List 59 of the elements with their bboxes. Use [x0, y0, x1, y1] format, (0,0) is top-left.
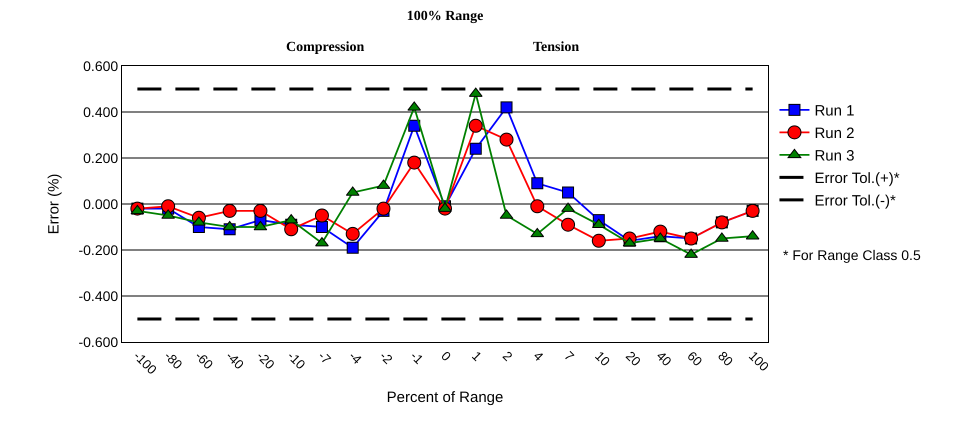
- point: [346, 242, 359, 254]
- x-tick-label: -7: [315, 348, 334, 367]
- point: [500, 101, 513, 114]
- x-axis-title: Percent of Range: [386, 389, 504, 406]
- x-tick-label: -2: [376, 348, 396, 367]
- point: [592, 234, 606, 248]
- legend-label: Run 1: [814, 102, 854, 120]
- x-tick-label: 20: [622, 348, 644, 370]
- y-tick-label: -0.400: [78, 288, 118, 304]
- point: [561, 218, 576, 232]
- point: [470, 142, 482, 155]
- x-tick-label: 80: [715, 348, 736, 370]
- point: [376, 202, 390, 216]
- x-tick-label: 2: [500, 348, 516, 364]
- point: [316, 221, 328, 233]
- point: [407, 156, 422, 170]
- x-tick-label: 100: [746, 348, 772, 374]
- x-tick-label: -100: [130, 348, 160, 378]
- point: [222, 204, 237, 218]
- point: [253, 204, 268, 218]
- legend-label: Run 3: [814, 148, 854, 165]
- y-tick-label: -0.600: [78, 334, 118, 350]
- x-tick-label: -60: [192, 348, 216, 372]
- point: [314, 208, 329, 222]
- legend-label: Run 2: [814, 125, 854, 142]
- point: [161, 199, 176, 214]
- x-tick-label: 60: [684, 348, 706, 370]
- y-tick-label: 0.200: [83, 150, 118, 166]
- point: [468, 118, 483, 133]
- y-tick-label: 0.000: [83, 196, 118, 212]
- x-tick-label: -1: [408, 348, 426, 367]
- legend-label: Error Tol.(+)*: [814, 170, 900, 188]
- y-tick-label: 0.600: [83, 58, 118, 74]
- y-axis-title: Error (%): [46, 174, 63, 234]
- x-tick-label: 7: [561, 348, 578, 364]
- x-tick-label: -40: [222, 348, 247, 372]
- x-tick-label: -10: [284, 348, 308, 372]
- point: [346, 226, 360, 241]
- point: [192, 216, 206, 226]
- x-tick-label: 4: [530, 348, 546, 364]
- text: Compression: [286, 40, 365, 55]
- point: [284, 222, 298, 236]
- x-tick-label: -4: [346, 348, 365, 367]
- x-tick-label: 1: [469, 348, 485, 364]
- point: [562, 186, 574, 198]
- x-tick-label: -80: [161, 348, 186, 372]
- point: [530, 199, 544, 214]
- chart-title: 100% Range: [406, 8, 484, 24]
- x-tick-label: -20: [254, 348, 278, 372]
- point: [500, 132, 514, 147]
- text: * For Range Class 0.5: [783, 247, 921, 263]
- x-tick-label: 0: [438, 348, 454, 364]
- y-tick-label: -0.200: [78, 242, 118, 258]
- x-tick-label: 40: [654, 348, 674, 370]
- x-tick-label: 10: [592, 348, 613, 370]
- point: [531, 177, 544, 190]
- y-tick-label: 0.400: [83, 104, 118, 120]
- legend-label: Error Tol.(-)*: [814, 192, 896, 210]
- text: Tension: [533, 40, 580, 55]
